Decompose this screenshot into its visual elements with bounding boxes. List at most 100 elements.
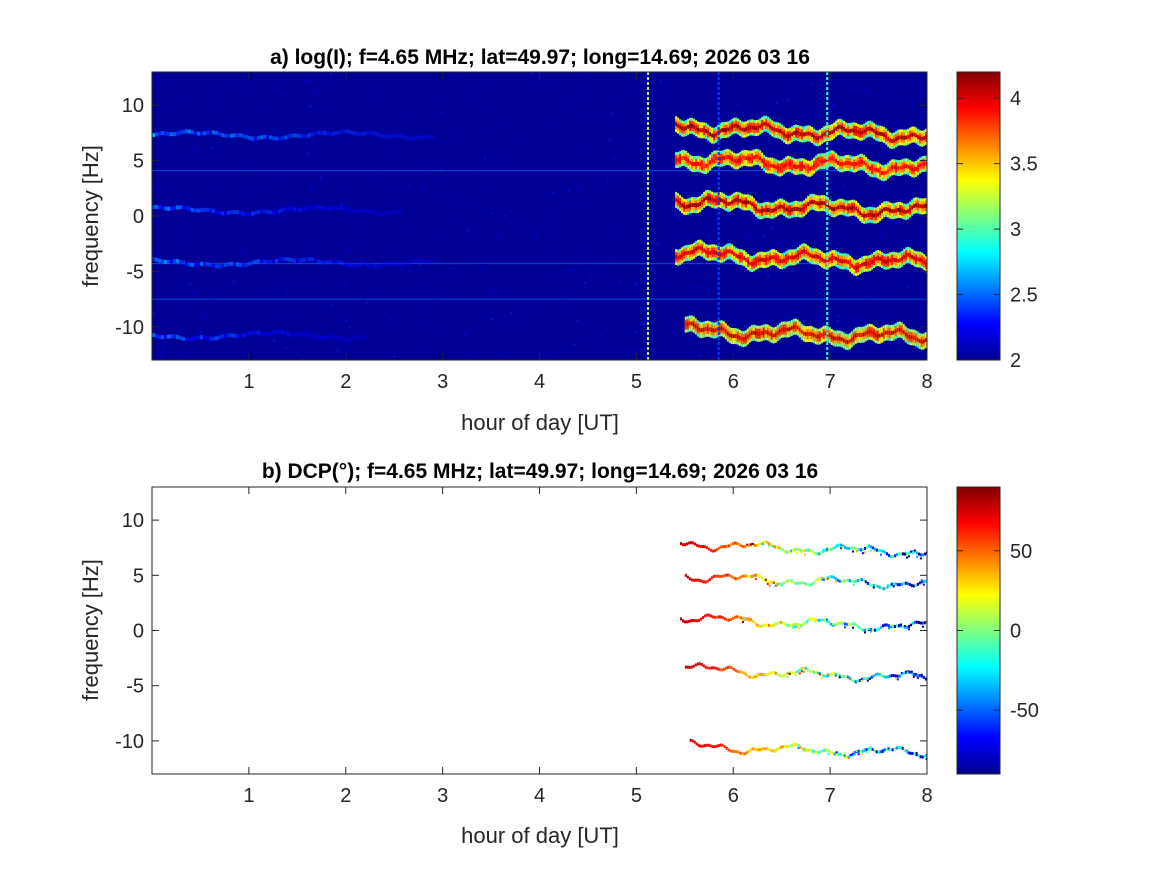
weak-trace-cell	[338, 260, 341, 265]
heatmap-noise-cell	[798, 91, 801, 94]
weak-trace-cell	[359, 208, 362, 213]
weak-trace-cell	[173, 334, 176, 339]
strong-trace-core-cell	[833, 128, 836, 133]
strong-trace-core-cell	[703, 163, 706, 168]
heatmap-noise-cell	[769, 293, 772, 296]
strong-trace-core-cell	[829, 205, 832, 210]
heatmap-noise-cell	[599, 334, 602, 337]
dcp-trace-cell	[918, 581, 921, 585]
weak-trace-cell	[365, 131, 368, 136]
dcp-trace-scatter-cell	[753, 622, 756, 625]
dcp-trace-scatter-cell	[801, 749, 804, 752]
dcp-trace-scatter-cell	[851, 550, 854, 553]
heatmap-noise-cell	[694, 276, 697, 279]
heatmap-noise-cell	[419, 188, 422, 191]
strong-trace-core-cell	[849, 261, 852, 266]
dcp-trace-cell	[702, 580, 705, 584]
heatmap-noise-cell	[255, 130, 258, 133]
strong-trace-core-cell	[810, 332, 813, 337]
weak-trace-cell	[179, 259, 182, 264]
heatmap-noise-cell	[160, 346, 163, 349]
heatmap-noise-cell	[192, 293, 195, 296]
weak-trace-cell	[329, 334, 332, 339]
dcp-trace-cell	[911, 751, 914, 755]
heatmap-noise-cell	[348, 325, 351, 328]
dcp-trace-cell	[709, 744, 712, 748]
dcp-trace-cell	[728, 574, 731, 578]
dcp-trace-cell	[694, 578, 697, 582]
heatmap-noise-cell	[450, 200, 453, 203]
heatmap-noise-cell	[191, 149, 194, 152]
dcp-trace-cell	[715, 548, 718, 552]
strong-trace-core-cell	[913, 256, 916, 261]
weak-trace-cell	[317, 335, 320, 340]
strong-trace-core-cell	[915, 166, 918, 171]
strong-trace-core-cell	[809, 131, 812, 136]
dcp-trace-cell	[802, 666, 805, 670]
strong-trace-core-cell	[822, 331, 825, 336]
strong-trace-core-cell	[779, 258, 782, 263]
weak-trace-cell	[338, 205, 341, 210]
strong-trace-core-cell	[905, 253, 908, 258]
heatmap-noise-cell	[803, 104, 806, 107]
dcp-trace-cell	[870, 675, 873, 679]
strong-trace-core-cell	[805, 250, 808, 255]
dcp-trace-cell	[688, 665, 691, 669]
weak-trace-cell	[257, 135, 260, 140]
strong-trace-core-cell	[679, 254, 682, 259]
strong-trace-core-cell	[825, 131, 828, 136]
heatmap-noise-cell	[897, 276, 900, 279]
weak-trace-cell	[263, 331, 266, 336]
heatmap-noise-cell	[211, 147, 214, 150]
strong-trace-core-cell	[775, 206, 778, 211]
strong-trace-core-cell	[842, 338, 845, 343]
y-tick-label: -10	[115, 731, 144, 753]
heatmap-noise-cell	[634, 147, 637, 150]
dcp-trace-cell	[804, 582, 807, 586]
strong-trace-core-cell	[914, 336, 917, 341]
heatmap-noise-cell	[599, 266, 602, 269]
strong-trace-core-cell	[697, 245, 700, 250]
dcp-trace-cell	[923, 552, 926, 556]
weak-trace-cell	[185, 205, 188, 210]
strong-trace-core-cell	[683, 251, 686, 256]
heatmap-noise-cell	[278, 315, 281, 318]
strong-trace-core-cell	[681, 126, 684, 131]
strong-trace-core-cell	[747, 126, 750, 131]
strong-trace-core-cell	[871, 167, 874, 172]
heatmap-noise-cell	[186, 293, 189, 296]
heatmap-noise-cell	[757, 314, 760, 317]
strong-trace-core-cell	[889, 258, 892, 263]
strong-trace-core-cell	[725, 201, 728, 206]
weak-trace-cell	[200, 261, 203, 266]
weak-trace-cell	[311, 204, 314, 209]
weak-trace-cell	[188, 337, 191, 342]
weak-trace-cell	[287, 257, 290, 262]
dcp-trace-cell	[843, 622, 846, 626]
heatmap-noise-cell	[464, 203, 467, 206]
strong-trace-core-cell	[825, 158, 828, 163]
heatmap-noise-cell	[441, 329, 444, 332]
dcp-trace-scatter-cell	[774, 584, 777, 587]
strong-trace-core-cell	[793, 207, 796, 212]
dcp-trace-cell	[883, 748, 886, 752]
strong-trace-core-cell	[685, 205, 688, 210]
strong-trace-core-cell	[873, 167, 876, 172]
weak-trace-cell	[215, 336, 218, 341]
dcp-trace-cell	[706, 579, 709, 583]
dcp-trace-cell	[771, 749, 774, 753]
strong-trace-core-cell	[709, 196, 712, 201]
strong-trace-core-cell	[744, 336, 747, 341]
heatmap-noise-cell	[212, 358, 215, 360]
strong-trace-core-cell	[861, 212, 864, 217]
strong-trace-core-cell	[816, 334, 819, 339]
weak-trace-cell	[311, 257, 314, 262]
weak-trace-cell	[275, 258, 278, 263]
dcp-trace-cell	[892, 674, 895, 678]
heatmap-noise-cell	[495, 236, 498, 239]
dcp-trace-cell	[886, 585, 889, 589]
dcp-trace-cell	[810, 582, 813, 586]
heatmap-noise-cell	[438, 196, 441, 199]
strong-trace-core-cell	[918, 339, 921, 344]
dcp-trace-cell	[889, 555, 892, 559]
